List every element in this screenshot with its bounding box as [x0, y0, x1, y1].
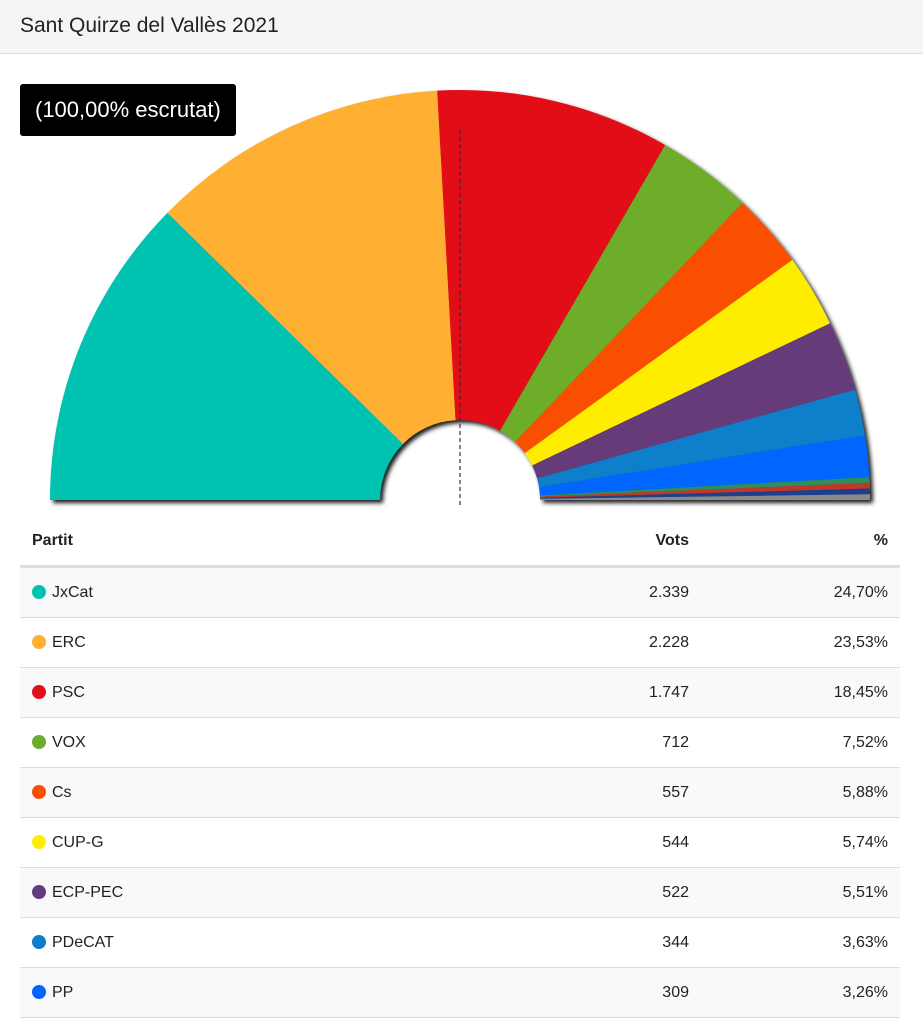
- percent-cell: 3,26%: [689, 967, 900, 1018]
- votes-cell: 557: [477, 767, 689, 818]
- party-cell: Cs: [20, 767, 477, 818]
- party-color-dot: [32, 884, 46, 899]
- votes-cell: 544: [477, 817, 689, 868]
- table-row[interactable]: Cs 557 5,88%: [20, 767, 900, 818]
- table-row[interactable]: VOX 712 7,52%: [20, 717, 900, 768]
- percent-cell: 7,52%: [689, 717, 900, 768]
- party-name: Cs: [52, 783, 72, 801]
- party-color-dot: [32, 934, 46, 949]
- count-badge: (100,00% escrutat): [20, 84, 236, 136]
- table-row[interactable]: ERC 2.228 23,53%: [20, 617, 900, 668]
- votes-cell: 1.747: [477, 667, 689, 718]
- column-header-votes: Vots: [477, 517, 689, 568]
- votes-cell: 309: [477, 967, 689, 1018]
- table-body: JxCat 2.339 24,70% ERC 2.228 23,53% PSC 1.747 18…: [20, 566, 900, 1018]
- percent-cell: 23,53%: [689, 617, 900, 668]
- party-cell: PP: [20, 967, 477, 1018]
- percent-cell: 5,88%: [689, 767, 900, 818]
- slice-erc[interactable]: [167, 90, 456, 444]
- party-color-dot: [32, 984, 46, 999]
- slice-minor-party[interactable]: [539, 488, 870, 499]
- party-name: ECP-PEC: [52, 883, 124, 901]
- votes-cell: 522: [477, 867, 689, 918]
- slice-pdecat[interactable]: [537, 389, 865, 488]
- votes-cell: 344: [477, 917, 689, 968]
- party-name: PDeCAT: [52, 933, 114, 951]
- title-bar: Sant Quirze del Vallès 2021: [0, 0, 923, 54]
- party-cell: PSC: [20, 667, 477, 718]
- slice-minor-party[interactable]: [539, 477, 870, 497]
- party-name: CUP-G: [52, 833, 104, 851]
- table-row[interactable]: PDeCAT 344 3,63%: [20, 917, 900, 968]
- slice-jxcat[interactable]: [50, 212, 403, 500]
- slice-minor-party[interactable]: [539, 482, 870, 498]
- votes-cell: 2.339: [477, 566, 689, 618]
- party-name: VOX: [52, 733, 86, 751]
- party-color-dot: [32, 584, 46, 599]
- slice-vox[interactable]: [500, 145, 743, 443]
- hemicycle-slices: [50, 89, 870, 500]
- percent-cell: 24,70%: [689, 566, 900, 618]
- party-name: ERC: [52, 633, 86, 651]
- results-table: Partit Vots % JxCat 2.339 24,70% ERC 2.228 23…: [20, 517, 900, 1018]
- slice-pp[interactable]: [538, 435, 870, 496]
- table-row[interactable]: JxCat 2.339 24,70%: [20, 566, 900, 618]
- party-color-dot: [32, 734, 46, 749]
- party-cell: PDeCAT: [20, 917, 477, 968]
- table-header-row: Partit Vots %: [20, 517, 900, 568]
- column-header-party: Partit: [20, 517, 477, 568]
- party-color-dot: [32, 634, 46, 649]
- percent-cell: 3,63%: [689, 917, 900, 968]
- party-cell: JxCat: [20, 566, 477, 618]
- votes-cell: 712: [477, 717, 689, 768]
- table-row[interactable]: CUP-G 544 5,74%: [20, 817, 900, 868]
- slice-ecp-pec[interactable]: [532, 323, 855, 479]
- page-title: Sant Quirze del Vallès 2021: [20, 14, 279, 37]
- slice-minor-party[interactable]: [539, 494, 870, 500]
- percent-cell: 5,74%: [689, 817, 900, 868]
- party-cell: VOX: [20, 717, 477, 768]
- votes-cell: 2.228: [477, 617, 689, 668]
- party-cell: ERC: [20, 617, 477, 668]
- percent-cell: 5,51%: [689, 867, 900, 918]
- party-name: JxCat: [52, 583, 93, 601]
- party-color-dot: [32, 834, 46, 849]
- slice-cs[interactable]: [515, 202, 793, 454]
- party-name: PP: [52, 983, 74, 1001]
- party-color-dot: [32, 784, 46, 799]
- table-row[interactable]: ECP-PEC 522 5,51%: [20, 867, 900, 918]
- slice-cup-g[interactable]: [524, 259, 830, 466]
- percent-cell: 18,45%: [689, 667, 900, 718]
- party-cell: ECP-PEC: [20, 867, 477, 918]
- party-cell: CUP-G: [20, 817, 477, 868]
- hemicycle-chart: [0, 55, 923, 520]
- slice-psc[interactable]: [437, 89, 666, 431]
- column-header-percent: %: [689, 517, 900, 568]
- table-row[interactable]: PSC 1.747 18,45%: [20, 667, 900, 718]
- party-name: PSC: [52, 683, 85, 701]
- party-color-dot: [32, 684, 46, 699]
- table-row[interactable]: PP 309 3,26%: [20, 967, 900, 1018]
- hemicycle-svg: [50, 89, 870, 508]
